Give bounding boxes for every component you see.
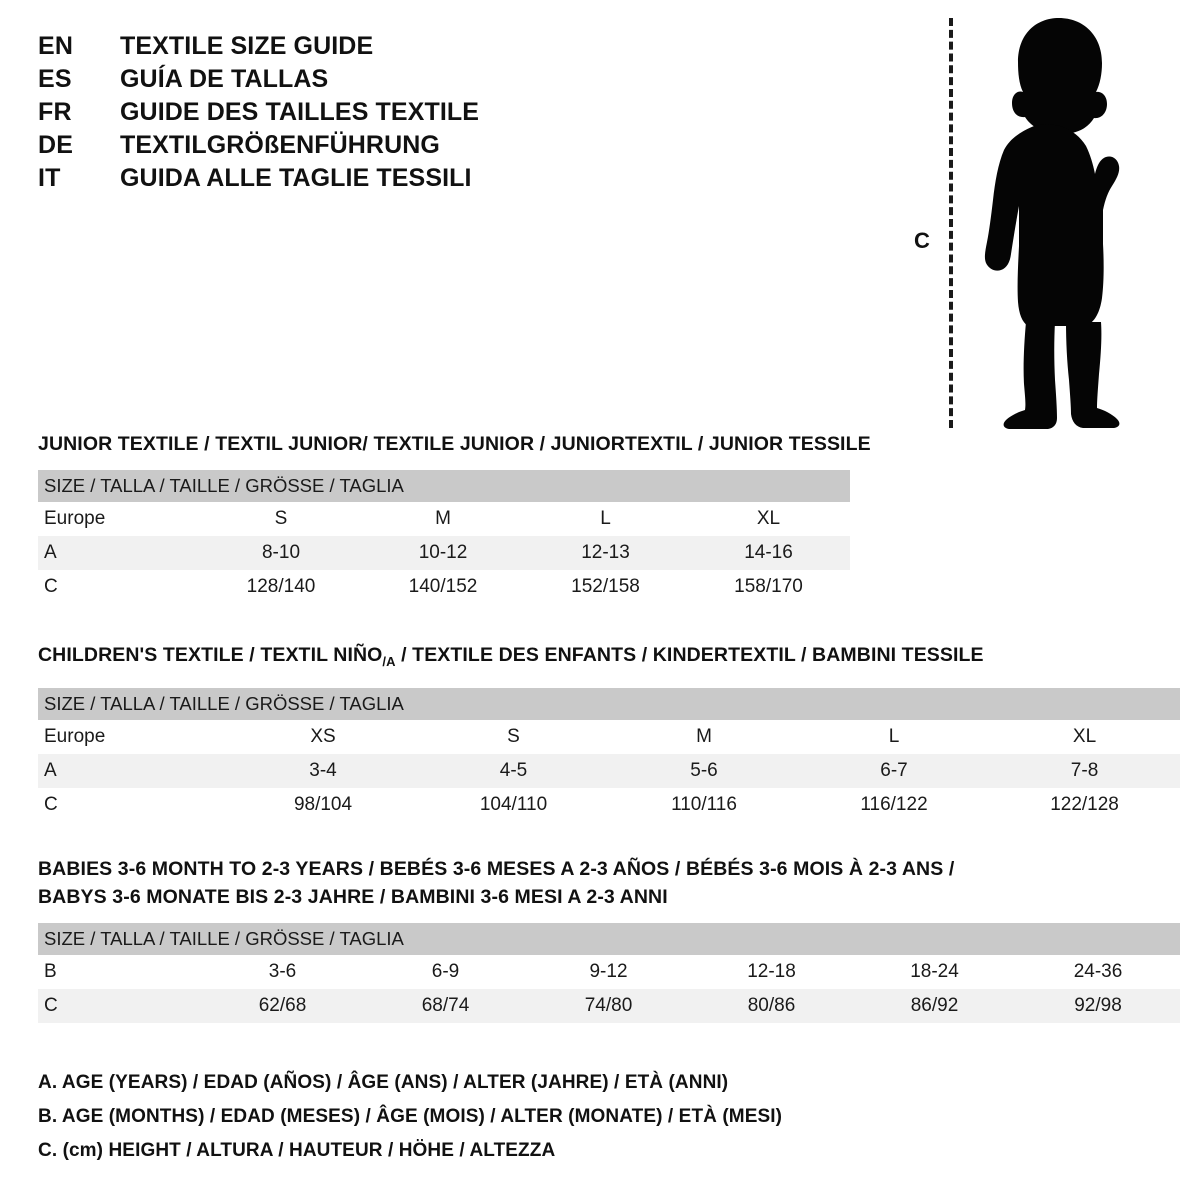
legend-block: A. AGE (YEARS) / EDAD (AÑOS) / ÂGE (ANS)… bbox=[38, 1066, 938, 1168]
cell: 7-8 bbox=[989, 753, 1181, 788]
cell: 4-5 bbox=[418, 753, 609, 788]
language-code-fr: FR bbox=[38, 98, 72, 126]
cell: 104/110 bbox=[418, 787, 609, 822]
section-title-babies-line1: BABIES 3-6 MONTH TO 2-3 YEARS / BEBÉS 3-… bbox=[38, 858, 955, 880]
cell: 8-10 bbox=[200, 536, 362, 570]
section-title-children-suffix: / TEXTILE DES ENFANTS / KINDERTEXTIL / B… bbox=[395, 644, 984, 666]
cell: 152/158 bbox=[524, 570, 687, 604]
cell: 128/140 bbox=[200, 570, 362, 604]
table-row: C 62/68 68/74 74/80 80/86 86/92 92/98 bbox=[38, 989, 1181, 1023]
cell: 24-36 bbox=[1016, 955, 1181, 989]
row-label: C bbox=[38, 570, 200, 604]
row-label: C bbox=[38, 787, 228, 822]
guide-title-en: TEXTILE SIZE GUIDE bbox=[120, 32, 374, 60]
table-header-label: SIZE / TALLA / TAILLE / GRÖSSE / TAGLIA bbox=[38, 687, 1181, 720]
language-code-es: ES bbox=[38, 65, 72, 93]
cell: 6-7 bbox=[799, 753, 989, 788]
legend-line-b: B. AGE (MONTHS) / EDAD (MESES) / ÂGE (MO… bbox=[38, 1106, 783, 1127]
table-row: A 3-4 4-5 5-6 6-7 7-8 bbox=[38, 753, 1181, 788]
cell: S bbox=[418, 719, 609, 754]
cell: 74/80 bbox=[527, 989, 690, 1023]
cell: M bbox=[362, 502, 524, 536]
section-title-junior: JUNIOR TEXTILE / TEXTIL JUNIOR/ TEXTILE … bbox=[38, 433, 871, 455]
cell: L bbox=[524, 502, 687, 536]
cell: 12-18 bbox=[690, 955, 853, 989]
table-row: C 98/104 104/110 110/116 116/122 122/128 bbox=[38, 787, 1181, 822]
guide-title-de: TEXTILGRÖßENFÜHRUNG bbox=[120, 131, 440, 159]
row-label: Europe bbox=[38, 502, 200, 536]
child-silhouette-icon bbox=[962, 14, 1142, 437]
cell: 5-6 bbox=[609, 753, 799, 788]
table-babies-sizes: SIZE / TALLA / TAILLE / GRÖSSE / TAGLIA … bbox=[38, 923, 1181, 1023]
row-label: B bbox=[38, 955, 201, 989]
cell: 98/104 bbox=[228, 787, 418, 822]
cell: 10-12 bbox=[362, 536, 524, 570]
table-junior-sizes: SIZE / TALLA / TAILLE / GRÖSSE / TAGLIA … bbox=[38, 470, 851, 604]
table-header-row: SIZE / TALLA / TAILLE / GRÖSSE / TAGLIA bbox=[38, 687, 1181, 720]
cell: L bbox=[799, 719, 989, 754]
guide-title-es: GUÍA DE TALLAS bbox=[120, 65, 329, 93]
cell: 80/86 bbox=[690, 989, 853, 1023]
row-label: A bbox=[38, 536, 200, 570]
language-row-en: EN TEXTILE SIZE GUIDE bbox=[38, 32, 598, 65]
cell: 3-6 bbox=[201, 955, 364, 989]
cell: 68/74 bbox=[364, 989, 527, 1023]
section-babies-textile: BABIES 3-6 MONTH TO 2-3 YEARS / BEBÉS 3-… bbox=[38, 855, 1181, 1023]
language-row-es: ES GUÍA DE TALLAS bbox=[38, 65, 598, 98]
language-title-block: EN TEXTILE SIZE GUIDE ES GUÍA DE TALLAS … bbox=[38, 32, 598, 197]
language-code-it: IT bbox=[38, 164, 61, 192]
cell: 86/92 bbox=[853, 989, 1016, 1023]
language-code-en: EN bbox=[38, 32, 74, 60]
language-row-it: IT GUIDA ALLE TAGLIE TESSILI bbox=[38, 164, 598, 197]
cell: XS bbox=[228, 719, 418, 754]
legend-line-c: C. (cm) HEIGHT / ALTURA / HAUTEUR / HÖHE… bbox=[38, 1140, 556, 1161]
section-title-children-prefix: CHILDREN'S TEXTILE / TEXTIL NIÑO bbox=[38, 644, 383, 666]
legend-line-a: A. AGE (YEARS) / EDAD (AÑOS) / ÂGE (ANS)… bbox=[38, 1072, 729, 1093]
cell: M bbox=[609, 719, 799, 754]
table-header-label: SIZE / TALLA / TAILLE / GRÖSSE / TAGLIA bbox=[38, 470, 851, 502]
table-row: B 3-6 6-9 9-12 12-18 18-24 24-36 bbox=[38, 955, 1181, 989]
cell: 140/152 bbox=[362, 570, 524, 604]
cell: 14-16 bbox=[687, 536, 851, 570]
cell: 62/68 bbox=[201, 989, 364, 1023]
section-junior-textile: JUNIOR TEXTILE / TEXTIL JUNIOR/ TEXTILE … bbox=[38, 430, 871, 604]
table-header-row: SIZE / TALLA / TAILLE / GRÖSSE / TAGLIA bbox=[38, 923, 1181, 955]
cell: 122/128 bbox=[989, 787, 1181, 822]
table-header-label: SIZE / TALLA / TAILLE / GRÖSSE / TAGLIA bbox=[38, 923, 1181, 955]
cell: 18-24 bbox=[853, 955, 1016, 989]
cell: XL bbox=[989, 719, 1181, 754]
language-code-de: DE bbox=[38, 131, 74, 159]
height-measurement-figure: C bbox=[900, 10, 1140, 435]
cell: XL bbox=[687, 502, 851, 536]
row-label: A bbox=[38, 753, 228, 788]
table-row: Europe XS S M L XL bbox=[38, 719, 1181, 754]
cell: 3-4 bbox=[228, 753, 418, 788]
row-label: Europe bbox=[38, 719, 228, 754]
table-row: C 128/140 140/152 152/158 158/170 bbox=[38, 570, 851, 604]
section-title-children: CHILDREN'S TEXTILE / TEXTIL NIÑO/A / TEX… bbox=[38, 641, 1180, 676]
language-row-fr: FR GUIDE DES TAILLES TEXTILE bbox=[38, 98, 598, 131]
measure-label-c: C bbox=[914, 228, 930, 253]
table-children-sizes: SIZE / TALLA / TAILLE / GRÖSSE / TAGLIA … bbox=[38, 687, 1181, 822]
height-dashed-line bbox=[949, 18, 953, 428]
cell: S bbox=[200, 502, 362, 536]
section-title-babies-line2: BABYS 3-6 MONATE BIS 2-3 JAHRE / BAMBINI… bbox=[38, 886, 668, 908]
table-row: Europe S M L XL bbox=[38, 502, 851, 536]
section-title-children-sub: /A bbox=[382, 653, 396, 669]
section-childrens-textile: CHILDREN'S TEXTILE / TEXTIL NIÑO/A / TEX… bbox=[38, 641, 1181, 822]
cell: 116/122 bbox=[799, 787, 989, 822]
cell: 110/116 bbox=[609, 787, 799, 822]
cell: 158/170 bbox=[687, 570, 851, 604]
row-label: C bbox=[38, 989, 201, 1023]
guide-title-fr: GUIDE DES TAILLES TEXTILE bbox=[120, 98, 480, 126]
guide-title-it: GUIDA ALLE TAGLIE TESSILI bbox=[120, 164, 472, 192]
cell: 6-9 bbox=[364, 955, 527, 989]
table-row: A 8-10 10-12 12-13 14-16 bbox=[38, 536, 851, 570]
table-header-row: SIZE / TALLA / TAILLE / GRÖSSE / TAGLIA bbox=[38, 470, 851, 502]
cell: 92/98 bbox=[1016, 989, 1181, 1023]
cell: 12-13 bbox=[524, 536, 687, 570]
language-row-de: DE TEXTILGRÖßENFÜHRUNG bbox=[38, 131, 598, 164]
cell: 9-12 bbox=[527, 955, 690, 989]
